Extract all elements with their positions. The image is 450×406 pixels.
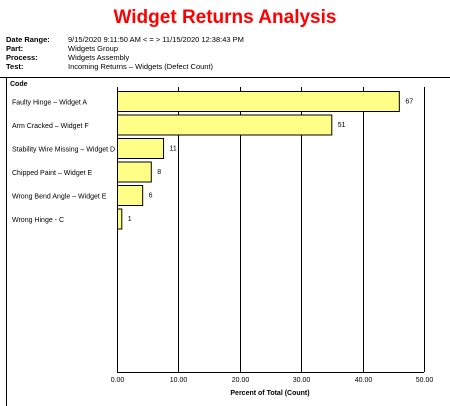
meta-value: Incoming Returns – Widgets (Defect Count… [68, 62, 214, 71]
bar-value-label: 51 [338, 122, 346, 129]
bar [117, 138, 165, 159]
tick-layer: 0.00 10.00 20.00 30.00 40.00 50.00 [111, 377, 434, 384]
bar [117, 114, 333, 136]
category-label: Stability Wire Missing – Widget D [12, 147, 115, 154]
bar-value-label: 1 [128, 216, 132, 223]
bar [117, 208, 123, 230]
bar-layer [117, 91, 400, 230]
bar [117, 91, 400, 112]
meta-row-part: Part: Widgets Group [6, 44, 244, 53]
meta-value: Widgets Assembly [68, 53, 130, 62]
x-tick-label: 50.00 [416, 377, 434, 384]
bar-value-label: 8 [157, 169, 161, 176]
meta-row-date-range: Date Range: 9/15/2020 9:11:50 AM < = > 1… [6, 35, 244, 44]
category-label: Faulty Hinge – Widget A [12, 100, 87, 107]
bar-value-label: 6 [149, 193, 153, 200]
bar [117, 185, 144, 206]
bar [117, 161, 152, 183]
meta-key: Process: [6, 53, 38, 62]
category-label: Wrong Hinge - C [12, 217, 64, 224]
report-title: Widget Returns Analysis [113, 7, 337, 28]
meta-value: Widgets Group [68, 44, 119, 53]
x-tick-label: 20.00 [232, 377, 250, 384]
label-layer: Faulty Hinge – Widget A 67 Arm Cracked – W… [12, 99, 413, 225]
pareto-bar-chart: Code Faulty Hinge – Widget A 67 Arm Cracke… [0, 77, 450, 406]
category-label: Chipped Paint – Widget E [12, 170, 92, 177]
x-tick-label: 10.00 [170, 377, 188, 384]
meta-row-process: Process: Widgets Assembly [6, 53, 244, 62]
x-tick-label: 30.00 [293, 377, 311, 384]
x-axis-title: Percent of Total (Count) [230, 390, 309, 397]
meta-row-test: Test: Incoming Returns – Widgets (Defect… [6, 62, 244, 71]
meta-value: 9/15/2020 9:11:50 AM < = > 11/15/2020 12… [68, 35, 244, 44]
x-tick-label: 40.00 [355, 377, 373, 384]
meta-key: Part: [6, 44, 24, 53]
chart-frame: Code Faulty Hinge – Widget A 67 Arm Cracke… [0, 77, 450, 406]
bar-value-label: 11 [170, 146, 177, 153]
x-tick-label: 0.00 [111, 377, 125, 384]
code-column-label: Code [10, 81, 28, 88]
report-meta: Date Range: 9/15/2020 9:11:50 AM < = > 1… [6, 35, 244, 71]
category-label: Wrong Bend Angle – Widget E [12, 194, 107, 201]
category-label: Arm Cracked – Widget F [12, 123, 89, 130]
meta-key: Date Range: [6, 35, 50, 44]
meta-key: Test: [6, 62, 24, 71]
bar-value-label: 67 [405, 99, 413, 106]
